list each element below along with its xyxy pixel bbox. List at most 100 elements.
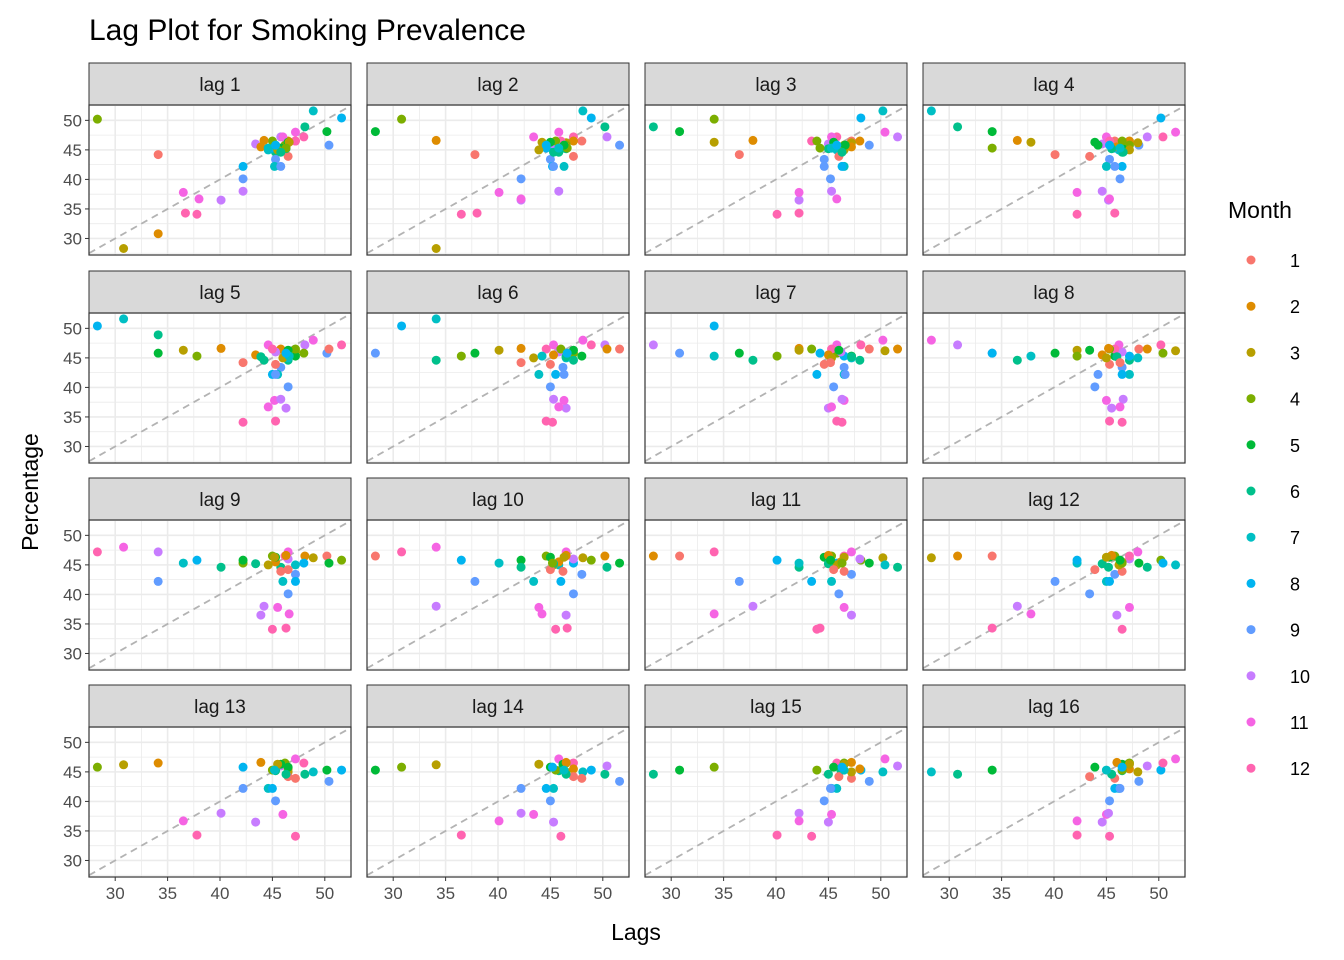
data-point [1105, 796, 1115, 806]
data-point [470, 150, 480, 160]
data-point [322, 127, 332, 137]
data-point [281, 623, 291, 633]
data-point [299, 558, 309, 568]
reference-line [88, 104, 352, 255]
data-point [1085, 151, 1095, 161]
chart-title: Lag Plot for Smoking Prevalence [89, 14, 526, 47]
data-point [431, 542, 441, 552]
x-tick-label: 40 [1045, 884, 1064, 903]
data-point [568, 772, 578, 782]
data-point [825, 783, 835, 793]
data-point [807, 344, 817, 354]
data-point [794, 187, 804, 197]
data-point [337, 765, 347, 775]
panel-border [88, 312, 352, 464]
data-point [529, 132, 539, 142]
data-point [1050, 576, 1060, 586]
data-point [1072, 816, 1082, 826]
data-point [855, 764, 865, 774]
data-point [1124, 759, 1134, 769]
reference-line [644, 519, 908, 670]
data-point [794, 195, 804, 205]
data-point [1142, 132, 1152, 142]
y-tick-label: 50 [63, 111, 82, 130]
data-point [578, 335, 588, 345]
data-point [1101, 353, 1111, 363]
data-point [216, 195, 226, 205]
x-tick-label: 30 [940, 884, 959, 903]
data-point [300, 340, 310, 350]
data-point [987, 765, 997, 775]
facet-strip [366, 684, 630, 728]
data-point [153, 576, 163, 586]
data-point [734, 576, 744, 586]
data-point [864, 558, 874, 568]
data-point [1134, 558, 1144, 568]
data-point [1112, 610, 1122, 620]
data-point [541, 783, 551, 793]
panel-border [922, 312, 1186, 464]
data-point [834, 345, 844, 355]
data-point [578, 553, 588, 563]
data-point [256, 610, 266, 620]
data-point [153, 229, 163, 239]
legend-label-4: 4 [1290, 390, 1300, 410]
facet-panel-lag-15: lag 15 30 35 40 45 50 [644, 684, 908, 903]
data-point [267, 783, 277, 793]
data-point [1124, 551, 1134, 561]
data-point [880, 754, 890, 764]
facet-strip [88, 477, 352, 521]
facet-strip-label: lag 13 [194, 697, 246, 718]
data-point [192, 830, 202, 840]
facet-strip-label: lag 5 [199, 283, 240, 304]
data-point [926, 106, 936, 116]
facet-panel-lag-7: lag 7 [644, 270, 908, 464]
data-point [839, 362, 849, 372]
data-point [815, 348, 825, 358]
legend-key-4 [1246, 394, 1256, 404]
data-point [834, 772, 844, 782]
data-point [772, 555, 782, 565]
data-point [456, 351, 466, 361]
facet-strip [644, 62, 908, 106]
data-point [238, 174, 248, 184]
y-tick-label: 45 [63, 349, 82, 368]
facet-panel-lag-16: lag 16 30 35 40 45 50 [922, 684, 1186, 903]
data-point [926, 553, 936, 563]
data-point [283, 151, 293, 161]
data-point [1124, 369, 1134, 379]
data-point [709, 547, 719, 557]
data-point [516, 808, 526, 818]
data-point [549, 817, 559, 827]
y-tick-label: 35 [63, 615, 82, 634]
data-point [370, 765, 380, 775]
data-point [568, 589, 578, 599]
data-point [554, 186, 564, 196]
facet-strip-label: lag 7 [755, 283, 796, 304]
data-point [602, 344, 612, 354]
data-point [299, 348, 309, 358]
data-point [846, 610, 856, 620]
data-point [846, 569, 856, 579]
data-point [562, 348, 572, 358]
y-tick-label: 45 [63, 556, 82, 575]
data-point [92, 547, 102, 557]
data-point [878, 767, 888, 777]
reference-line [922, 726, 1186, 877]
data-point [470, 576, 480, 586]
data-point [893, 344, 903, 354]
data-point [283, 589, 293, 599]
data-point [1012, 601, 1022, 611]
data-point [1026, 137, 1036, 147]
data-point [1050, 348, 1060, 358]
data-point [119, 760, 129, 770]
data-point [290, 560, 300, 570]
data-point [987, 551, 997, 561]
data-point [267, 624, 277, 634]
data-point [153, 758, 163, 768]
data-point [1107, 403, 1117, 413]
gridlines [366, 105, 630, 255]
data-point [893, 761, 903, 771]
legend-key-7 [1246, 532, 1256, 542]
data-point [1158, 348, 1168, 358]
